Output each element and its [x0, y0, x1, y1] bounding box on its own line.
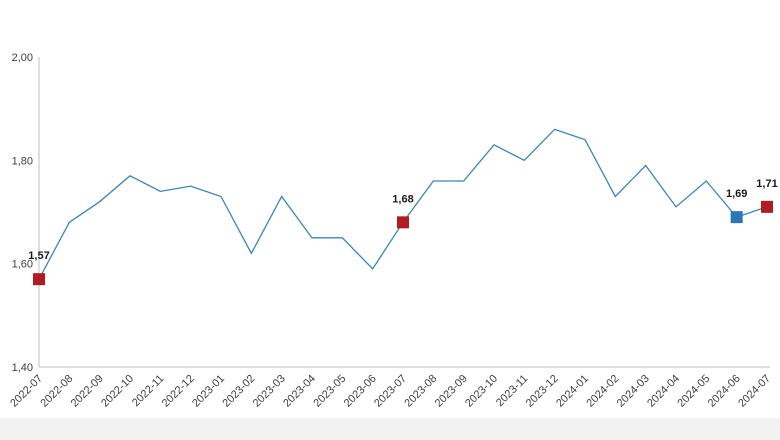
x-tick-label: 2022-09: [69, 373, 106, 410]
y-tick-label: 1,60: [12, 259, 33, 271]
x-tick-label: 2024-02: [584, 373, 621, 410]
x-tick-label: 2022-07: [8, 373, 45, 410]
x-tick-label: 2023-03: [251, 373, 288, 410]
y-tick-label: 1,40: [12, 362, 33, 374]
highlight-marker: [397, 216, 409, 229]
x-tick-labels: 2022-072022-082022-092022-102022-112022-…: [8, 373, 773, 410]
data-label: 1,68: [392, 193, 413, 205]
x-tick-label: 2022-10: [99, 373, 136, 410]
data-label: 1,71: [756, 178, 777, 190]
x-tick-label: 2023-04: [281, 373, 318, 410]
data-labels: 1,57 1,68 1,69 1,71: [28, 178, 777, 262]
x-tick-label: 2023-07: [372, 373, 409, 410]
data-label: 1,69: [726, 188, 747, 200]
x-tick-label: 2023-02: [220, 373, 257, 410]
highlight-marker: [730, 211, 743, 224]
highlight-marker: [761, 200, 773, 213]
x-tick-label: 2022-12: [160, 373, 197, 410]
y-tick-labels: 1,40 1,60 1,80 2,00: [12, 52, 33, 374]
x-tick-label: 2023-12: [524, 373, 561, 410]
x-tick-label: 2023-06: [342, 373, 379, 410]
footer-band: [0, 418, 780, 440]
highlight-marker: [33, 273, 45, 286]
y-tick-label: 1,80: [12, 155, 33, 167]
x-tick-label: 2023-10: [463, 373, 500, 410]
x-tick-label: 2023-05: [311, 373, 348, 410]
x-tick-label: 2024-05: [675, 373, 712, 410]
x-tick-label: 2023-08: [402, 373, 439, 410]
x-tick-label: 2024-06: [706, 373, 743, 410]
x-tick-label: 2024-07: [736, 373, 773, 410]
data-label: 1,57: [28, 250, 49, 262]
y-tick-label: 2,00: [12, 52, 33, 64]
x-tick-label: 2024-04: [645, 373, 682, 410]
x-tick-label: 2024-03: [615, 373, 652, 410]
x-tick-label: 2024-01: [554, 373, 591, 410]
x-tick-label: 2022-08: [38, 373, 75, 410]
x-tick-label: 2023-01: [190, 373, 227, 410]
highlight-markers: [33, 200, 773, 286]
x-tick-label: 2023-09: [433, 373, 470, 410]
